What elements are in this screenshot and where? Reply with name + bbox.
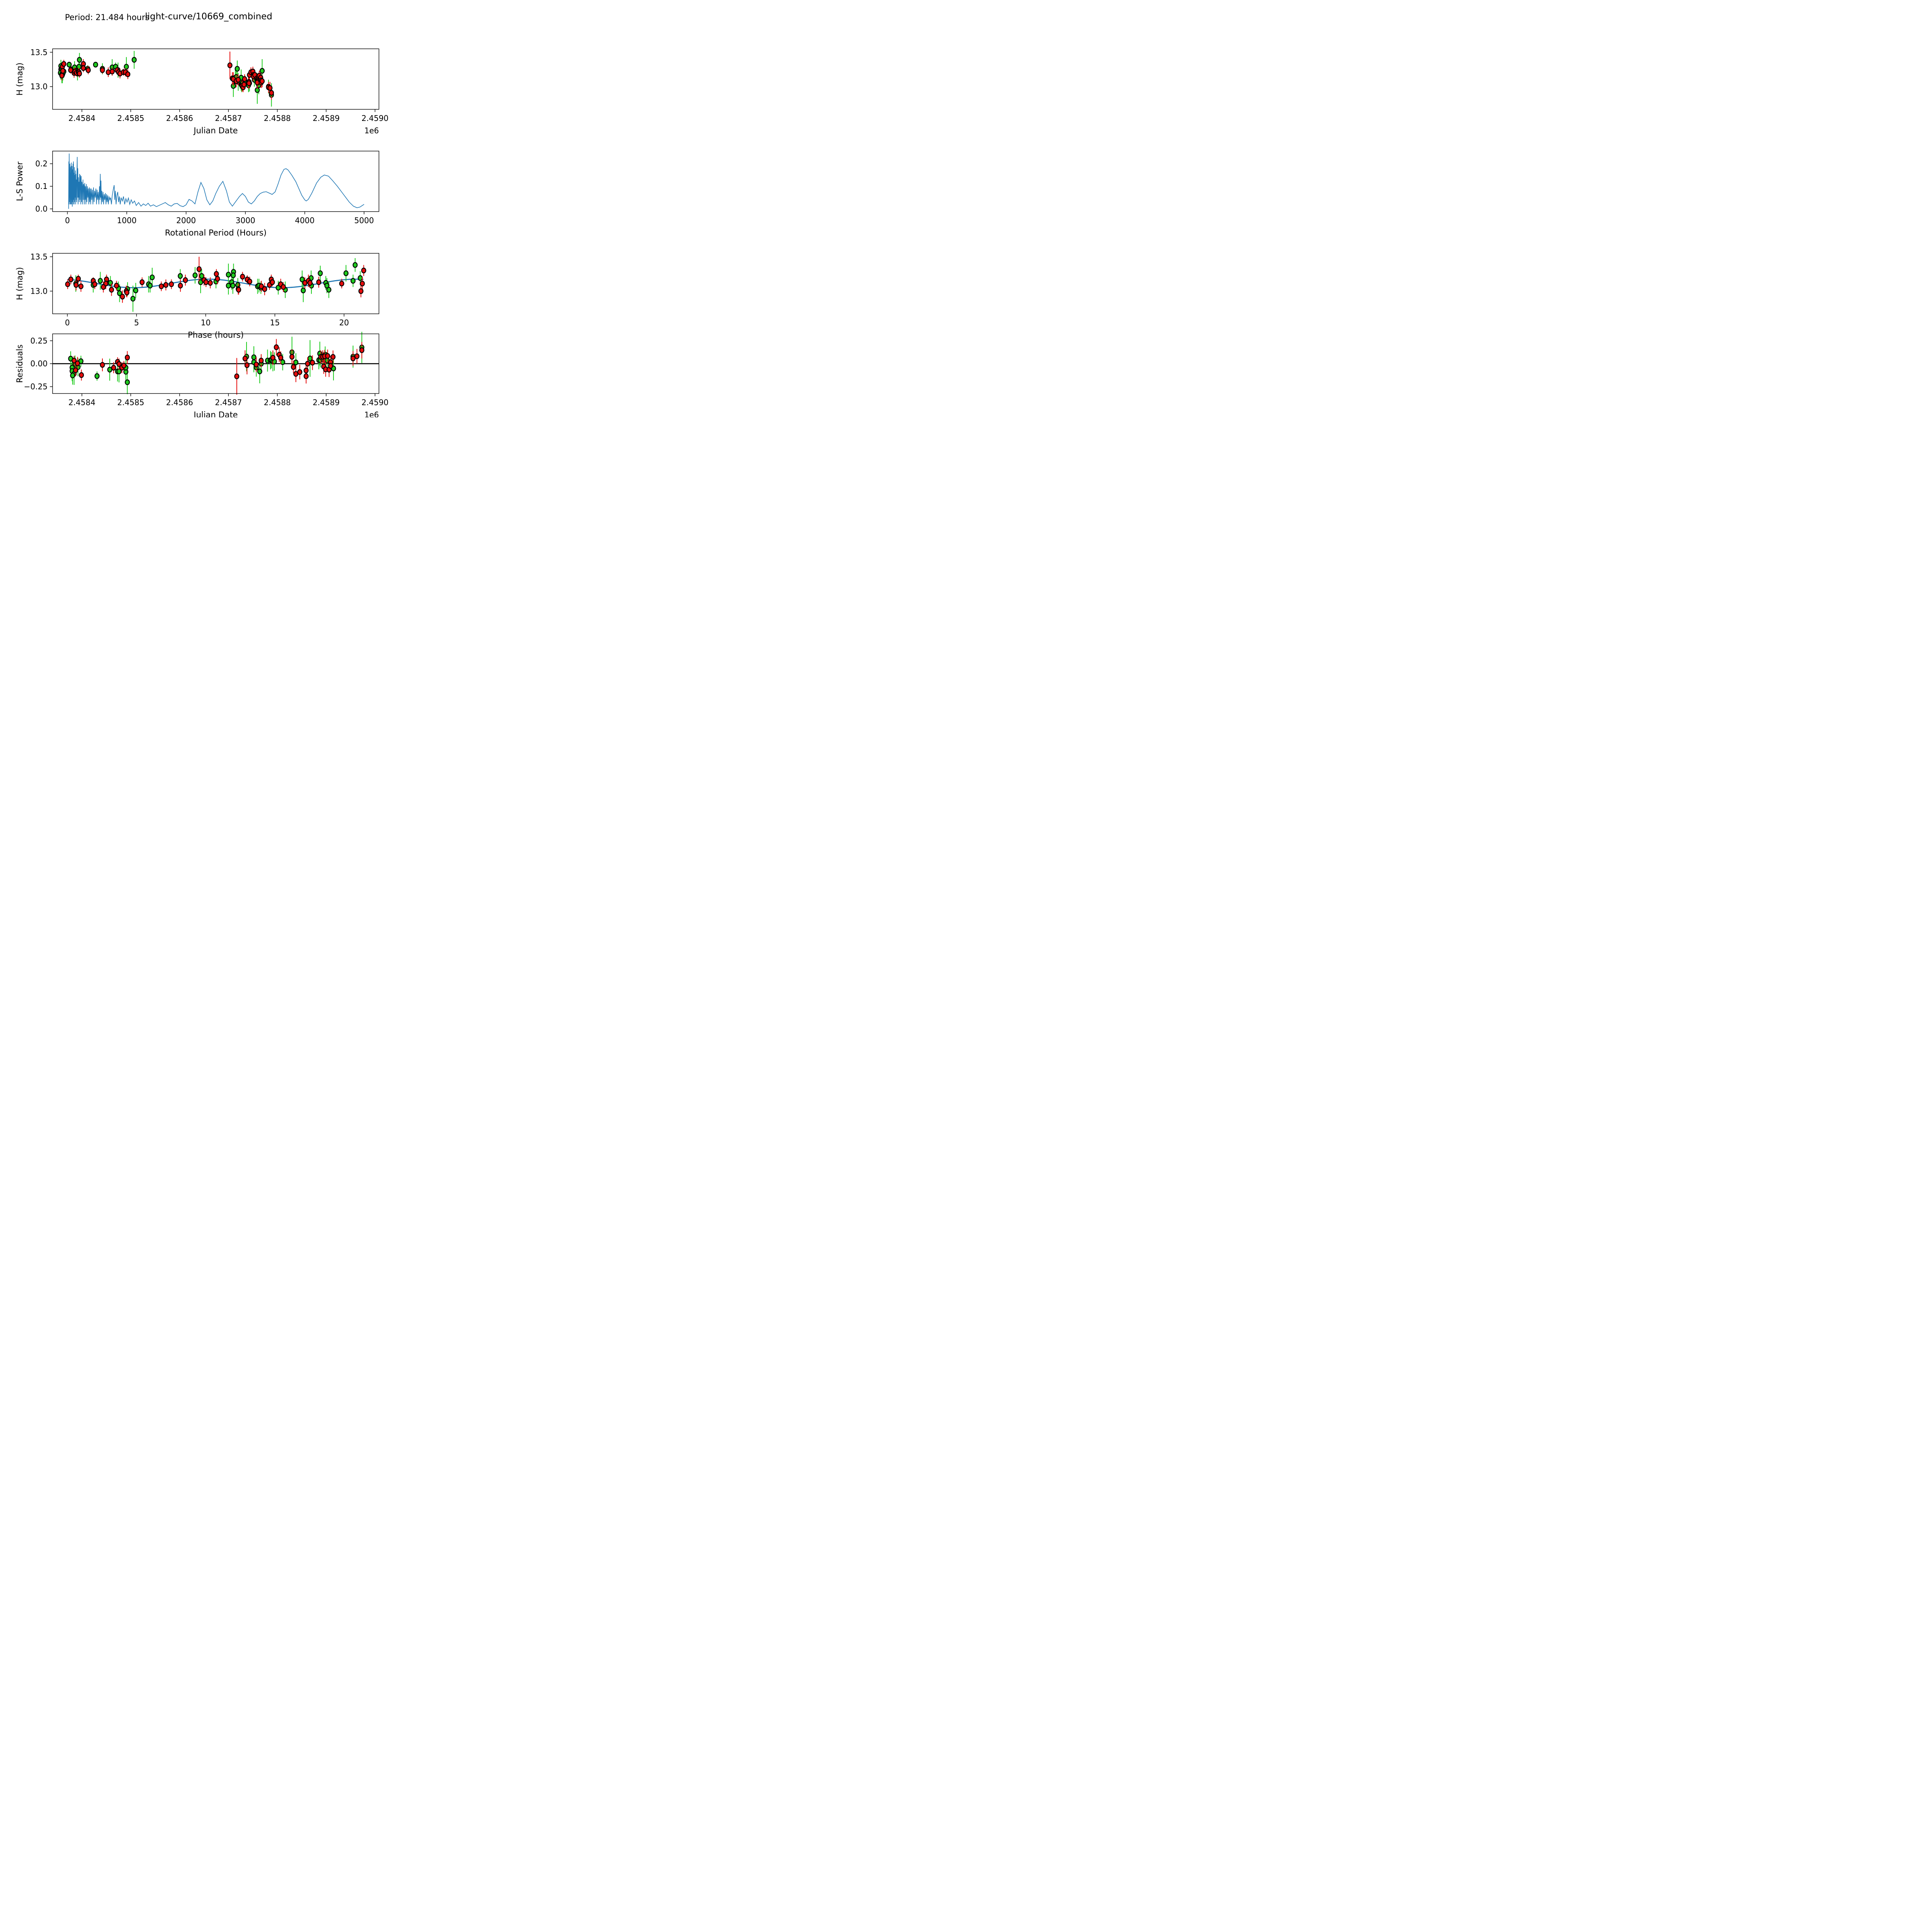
chart-canvas: 2.4584 2.4585 2.4586 2.4587 2.4588 2.4589 2.45… [15, 48, 389, 417]
plot-phased_lightcurve: 0 5 10 15 20 13.0 13.5 Phase (hours) H (mag) [15, 252, 379, 340]
chart-text: 2.4589 [313, 114, 340, 123]
period-annotation: Period: 21.484 hours [65, 13, 150, 22]
plot-residuals: 2.4584 2.4585 2.4586 2.4587 2.4588 2.4589 2.45… [15, 332, 389, 417]
chart-text: 13.5 [31, 252, 48, 261]
chart-text: 0.00 [31, 359, 48, 368]
chart-text: 0 [65, 216, 70, 225]
chart-text: 0 [65, 318, 70, 327]
chart-text: 1000 [117, 216, 137, 225]
chart-text: 3000 [236, 216, 255, 225]
chart-text: 2.4585 [117, 398, 144, 407]
chart-text: 0.1 [35, 182, 48, 191]
scatter-series-red [71, 339, 364, 395]
periodogram-curve [68, 153, 364, 209]
chart-text: 1e6 [364, 126, 379, 135]
chart-text: Rotational Period (Hours) [165, 228, 267, 238]
figure-title: light-curve/10669_combined [145, 12, 272, 22]
scatter-series-red [65, 257, 366, 303]
chart-text: 2.4589 [313, 398, 340, 407]
chart-text: 0.25 [31, 336, 48, 345]
chart-text: Julian Date [193, 126, 238, 135]
chart-text: 4000 [295, 216, 315, 225]
chart-text: 10 [201, 318, 211, 327]
chart-text: 2.4586 [166, 398, 193, 407]
chart-text: H (mag) [15, 267, 24, 300]
chart-text: 5 [134, 318, 139, 327]
chart-text: 2.4587 [215, 398, 242, 407]
chart-text: 2.4588 [264, 398, 291, 407]
chart-text: 13.0 [31, 82, 48, 91]
chart-text: 2.4584 [68, 114, 95, 123]
chart-text: 0.2 [35, 159, 48, 168]
plot-jd_magnitude: 2.4584 2.4585 2.4586 2.4587 2.4588 2.4589 2.45… [15, 48, 388, 135]
chart-text: 20 [339, 318, 349, 327]
chart-text: 0.0 [35, 204, 48, 214]
chart-text: 13.5 [31, 48, 48, 57]
chart-text: 2.4590 [362, 398, 389, 407]
chart-text: 5000 [354, 216, 374, 225]
scatter-series-red [59, 51, 274, 100]
chart-text: 15 [270, 318, 280, 327]
plot-periodogram: 0 1000 2000 3000 4000 5000 0.0 0.1 0.2 Rotational… [15, 151, 379, 238]
scatter-series-green [58, 51, 274, 107]
chart-text: L-S Power [15, 162, 24, 201]
chart-text: 2.4585 [117, 114, 144, 123]
scatter-series-green [68, 332, 364, 395]
chart-text: 2000 [176, 216, 196, 225]
chart-text: H (mag) [15, 63, 24, 96]
chart-text: Residuals [15, 344, 24, 383]
chart-text: Phase (hours) [188, 330, 244, 340]
chart-text: Julian Date [193, 410, 238, 417]
chart-text: 2.4586 [166, 114, 193, 123]
chart-text: 1e6 [364, 410, 379, 417]
chart-text: 13.0 [31, 286, 48, 296]
chart-text: 2.4587 [215, 114, 242, 123]
light-curve-figure: 2.4584 2.4585 2.4586 2.4587 2.4588 2.4589 2.45… [0, 0, 417, 417]
chart-text: 2.4584 [68, 398, 95, 407]
chart-text: 2.4590 [362, 114, 389, 123]
chart-text: −0.25 [24, 382, 48, 391]
chart-text: 2.4588 [264, 114, 291, 123]
